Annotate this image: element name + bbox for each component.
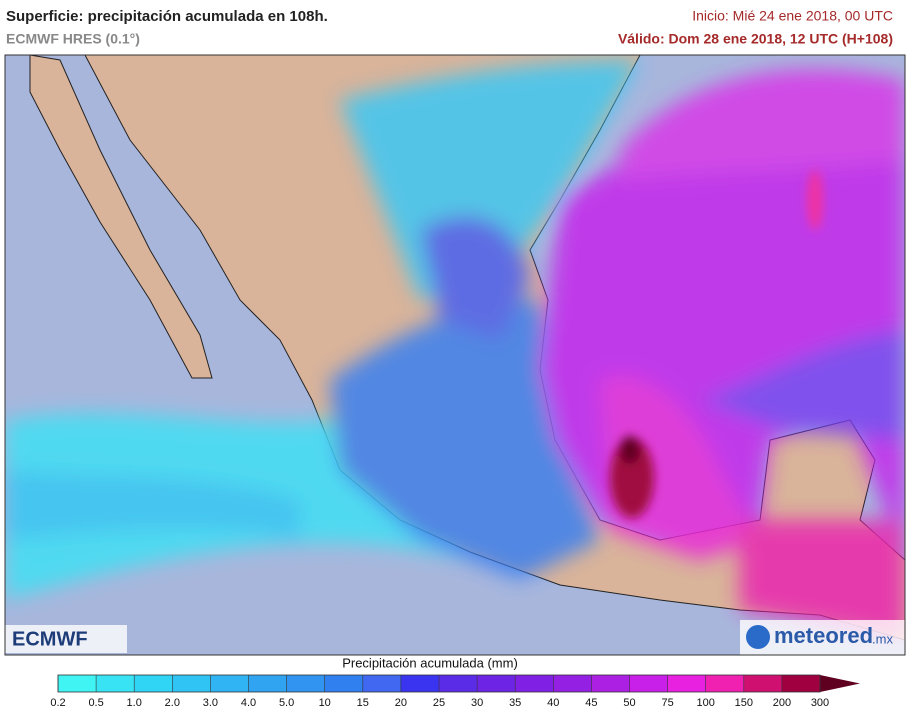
- colorbar-tick-label: 150: [735, 697, 753, 709]
- valid-time: Válido: Dom 28 ene 2018, 12 UTC (H+108): [618, 31, 893, 47]
- colorbar-label: Precipitación acumulada (mm): [342, 655, 518, 670]
- map: ECMWF meteored .mx: [5, 55, 905, 655]
- colorbar-segment: [172, 675, 211, 692]
- colorbar-segment: [743, 675, 783, 692]
- colorbar-tick-label: 10: [319, 697, 331, 709]
- colorbar-tick-label: 300: [811, 697, 829, 709]
- colorbar-frame: [57, 674, 821, 693]
- colorbar-tick-label: 0.2: [50, 697, 65, 709]
- colorbar-tick-label: 40: [547, 697, 559, 709]
- start-time: Inicio: Mié 24 ene 2018, 00 UTC: [692, 8, 893, 24]
- colorbar-tick-label: 1.0: [127, 697, 142, 709]
- meteored-logo: meteored: [774, 623, 873, 648]
- colorbar-segment: [286, 675, 326, 692]
- meteored-icon: [746, 625, 770, 649]
- colorbar-segment: [667, 675, 707, 692]
- colorbar-segment: [210, 675, 249, 692]
- colorbar-tick-label: 3.0: [203, 697, 218, 709]
- colorbar-tick-label: 2.0: [165, 697, 180, 709]
- colorbar-tick-label: 45: [585, 697, 597, 709]
- colorbar-tick-label: 50: [623, 697, 635, 709]
- ecmwf-logo: ECMWF: [12, 628, 88, 650]
- colorbar-segment: [400, 675, 440, 692]
- colorbar-segment: [324, 675, 364, 692]
- colorbar-tick-label: 25: [433, 697, 445, 709]
- model: ECMWF HRES (0.1°): [6, 31, 140, 47]
- colorbar-segment: [96, 675, 135, 692]
- colorbar-tick-label: 35: [509, 697, 521, 709]
- colorbar-tick-label: 20: [395, 697, 407, 709]
- colorbar-tick-label: 200: [773, 697, 791, 709]
- colorbar-segment: [58, 675, 97, 692]
- colorbar-segment: [134, 675, 173, 692]
- colorbar-tick-label: 4.0: [241, 697, 256, 709]
- colorbar-segment: [629, 675, 669, 692]
- colorbar-tick-label: 5.0: [279, 697, 294, 709]
- colorbar-segment: [781, 675, 821, 692]
- colorbar-extend: [820, 675, 860, 692]
- colorbar-segment: [362, 675, 402, 692]
- colorbar-tick-label: 100: [697, 697, 715, 709]
- colorbar-segment: [553, 675, 592, 692]
- colorbar-tick-label: 15: [357, 697, 369, 709]
- colorbar-segment: [439, 675, 478, 692]
- colorbar-tick-label: 30: [471, 697, 483, 709]
- colorbar: 0.2 0.5 1.0 2.0 3.0 4.0 5.0 10 15 20 25 30 35 40 45 50 7…: [50, 674, 860, 709]
- colorbar-segment: [248, 675, 288, 692]
- baja: [29, 55, 213, 379]
- logo-bg: [5, 625, 127, 653]
- map-frame: [4, 54, 906, 656]
- title: Superficie: precipitación acumulada en 1…: [6, 8, 328, 25]
- colorbar-segment: [515, 675, 554, 692]
- colorbar-segment: [591, 675, 630, 692]
- colorbar-tick-label: 0.5: [88, 697, 103, 709]
- colorbar-tick-label: 75: [661, 697, 673, 709]
- meteored-suffix: .mx: [872, 631, 893, 646]
- colorbar-segment: [477, 675, 516, 692]
- colorbar-segment: [705, 675, 745, 692]
